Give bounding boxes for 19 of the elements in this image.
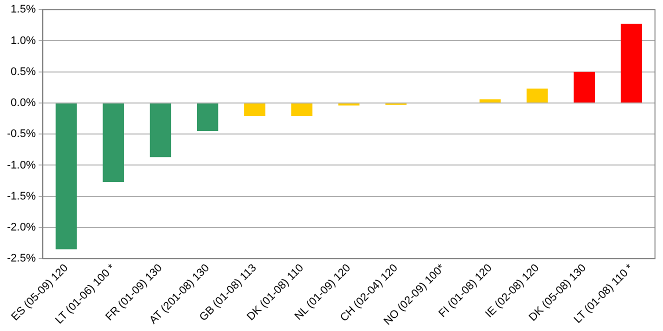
- bar: [480, 99, 501, 102]
- y-tick-label: 0.0%: [10, 97, 36, 110]
- y-tick-label: -1.5%: [6, 190, 36, 202]
- bar: [244, 103, 266, 116]
- bar: [196, 103, 218, 131]
- bar: [620, 24, 642, 102]
- bar: [291, 103, 312, 116]
- y-tick-label: -1.0%: [6, 159, 36, 172]
- bar: [102, 103, 124, 182]
- y-tick-label: 1.5%: [10, 4, 36, 16]
- y-tick-label: 1.0%: [10, 34, 36, 47]
- y-tick-label: -2.5%: [6, 252, 36, 265]
- y-tick-label: 0.5%: [10, 66, 36, 78]
- bar: [56, 103, 77, 250]
- y-tick-label: -0.5%: [6, 128, 36, 140]
- bar: [526, 88, 548, 102]
- bar: [574, 72, 595, 102]
- bar: [150, 103, 172, 158]
- y-tick-label: -2.0%: [6, 222, 36, 234]
